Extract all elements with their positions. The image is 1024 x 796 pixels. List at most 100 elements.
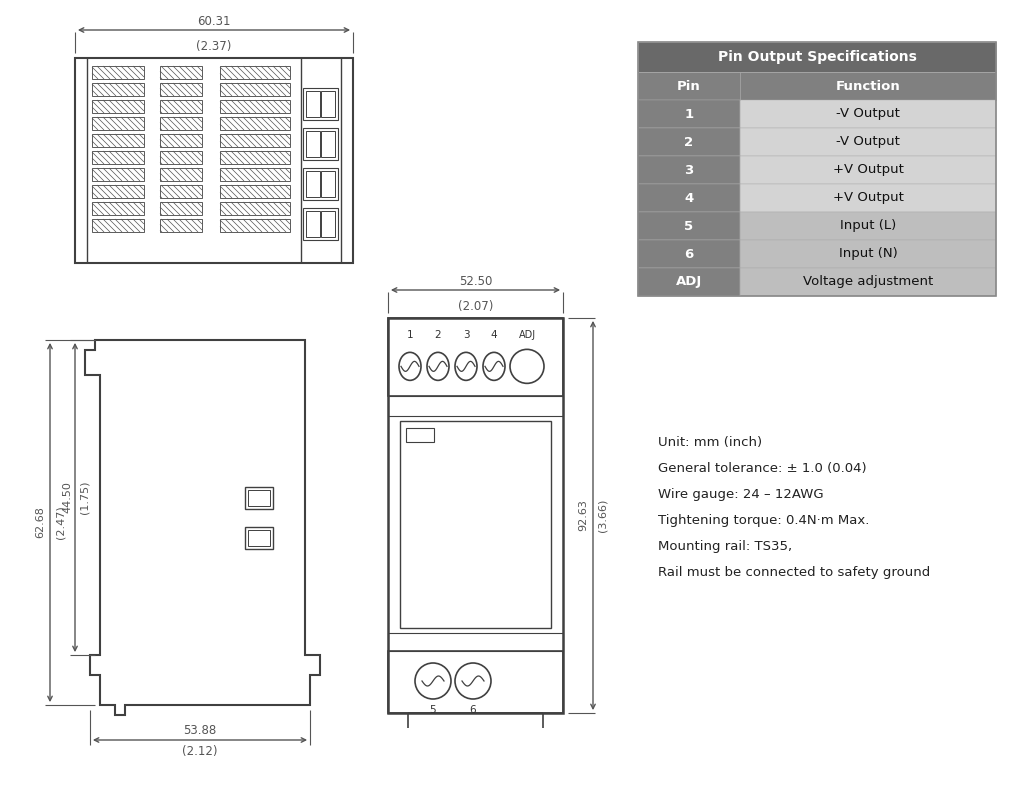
Bar bbox=[92, 168, 144, 181]
Bar bbox=[220, 185, 290, 198]
Text: (2.07): (2.07) bbox=[458, 300, 494, 313]
Text: 6: 6 bbox=[684, 248, 693, 260]
Bar bbox=[92, 83, 144, 96]
Text: +V Output: +V Output bbox=[833, 163, 903, 177]
Bar bbox=[220, 100, 290, 113]
Bar bbox=[220, 83, 290, 96]
Bar bbox=[406, 428, 434, 442]
Bar bbox=[160, 151, 202, 164]
Bar bbox=[92, 117, 144, 130]
Text: 52.50: 52.50 bbox=[459, 275, 493, 288]
Text: 3: 3 bbox=[463, 330, 469, 340]
Bar bbox=[306, 131, 319, 157]
Bar bbox=[638, 240, 996, 268]
Text: 60.31: 60.31 bbox=[198, 15, 230, 28]
Bar bbox=[638, 42, 996, 296]
Bar bbox=[160, 185, 202, 198]
Text: -V Output: -V Output bbox=[836, 107, 900, 120]
Bar bbox=[160, 83, 202, 96]
Bar bbox=[160, 83, 202, 96]
Bar bbox=[638, 184, 740, 212]
Bar bbox=[160, 117, 202, 130]
Bar bbox=[638, 212, 740, 240]
Text: 2: 2 bbox=[684, 135, 693, 149]
Bar bbox=[75, 58, 353, 263]
Text: 62.68: 62.68 bbox=[35, 506, 45, 538]
Text: Rail must be connected to safety ground: Rail must be connected to safety ground bbox=[658, 566, 930, 579]
Bar bbox=[388, 318, 563, 396]
Bar bbox=[321, 131, 335, 157]
Bar bbox=[220, 151, 290, 164]
Bar bbox=[638, 268, 740, 296]
Bar bbox=[160, 168, 202, 181]
Bar bbox=[92, 185, 144, 198]
Bar bbox=[92, 134, 144, 147]
Bar bbox=[92, 219, 144, 232]
Text: Input (N): Input (N) bbox=[839, 248, 897, 260]
Bar bbox=[92, 202, 144, 215]
Bar bbox=[306, 211, 319, 237]
Bar bbox=[160, 100, 202, 113]
Bar bbox=[303, 168, 338, 200]
Bar bbox=[303, 128, 338, 160]
Text: (3.66): (3.66) bbox=[598, 499, 608, 533]
Bar bbox=[245, 487, 273, 509]
Text: 92.63: 92.63 bbox=[578, 500, 588, 532]
Bar bbox=[220, 134, 290, 147]
Bar bbox=[160, 202, 202, 215]
Bar bbox=[638, 184, 996, 212]
Bar bbox=[92, 66, 144, 79]
Text: Function: Function bbox=[836, 80, 900, 92]
Bar bbox=[160, 202, 202, 215]
Bar bbox=[160, 134, 202, 147]
Bar bbox=[220, 83, 290, 96]
Bar bbox=[160, 117, 202, 130]
Bar bbox=[220, 151, 290, 164]
Text: (2.37): (2.37) bbox=[197, 40, 231, 53]
Bar bbox=[400, 421, 551, 628]
Text: Wire gauge: 24 – 12AWG: Wire gauge: 24 – 12AWG bbox=[658, 488, 823, 501]
Text: Mounting rail: TS35,: Mounting rail: TS35, bbox=[658, 540, 793, 553]
Bar bbox=[303, 88, 338, 120]
Bar bbox=[92, 100, 144, 113]
Bar bbox=[92, 134, 144, 147]
Text: 3: 3 bbox=[684, 163, 693, 177]
Bar bbox=[92, 168, 144, 181]
Bar bbox=[92, 83, 144, 96]
Text: 53.88: 53.88 bbox=[183, 724, 217, 737]
Bar bbox=[160, 100, 202, 113]
Bar bbox=[160, 185, 202, 198]
Bar bbox=[306, 91, 319, 117]
Bar bbox=[220, 117, 290, 130]
Text: (2.47): (2.47) bbox=[55, 505, 65, 540]
Bar bbox=[220, 168, 290, 181]
Text: Voltage adjustment: Voltage adjustment bbox=[803, 275, 933, 288]
Bar bbox=[321, 171, 335, 197]
Bar bbox=[220, 134, 290, 147]
Bar bbox=[638, 268, 996, 296]
Bar bbox=[248, 490, 270, 506]
Text: Pin: Pin bbox=[677, 80, 700, 92]
Text: Unit: mm (inch): Unit: mm (inch) bbox=[658, 436, 762, 449]
Bar bbox=[638, 128, 996, 156]
Bar bbox=[92, 100, 144, 113]
Bar bbox=[220, 100, 290, 113]
Bar bbox=[220, 117, 290, 130]
Bar bbox=[245, 527, 273, 549]
Text: 44.50: 44.50 bbox=[62, 482, 72, 513]
Bar bbox=[92, 202, 144, 215]
Bar bbox=[92, 185, 144, 198]
Bar bbox=[388, 318, 563, 713]
Bar bbox=[220, 219, 290, 232]
Text: -V Output: -V Output bbox=[836, 135, 900, 149]
Text: 5: 5 bbox=[430, 705, 436, 715]
Text: (2.12): (2.12) bbox=[182, 745, 218, 758]
Bar bbox=[160, 134, 202, 147]
Bar bbox=[388, 396, 563, 416]
Bar bbox=[92, 219, 144, 232]
Text: Pin Output Specifications: Pin Output Specifications bbox=[718, 50, 916, 64]
Bar bbox=[92, 151, 144, 164]
Text: 4: 4 bbox=[490, 330, 498, 340]
Bar bbox=[220, 168, 290, 181]
Bar bbox=[220, 66, 290, 79]
